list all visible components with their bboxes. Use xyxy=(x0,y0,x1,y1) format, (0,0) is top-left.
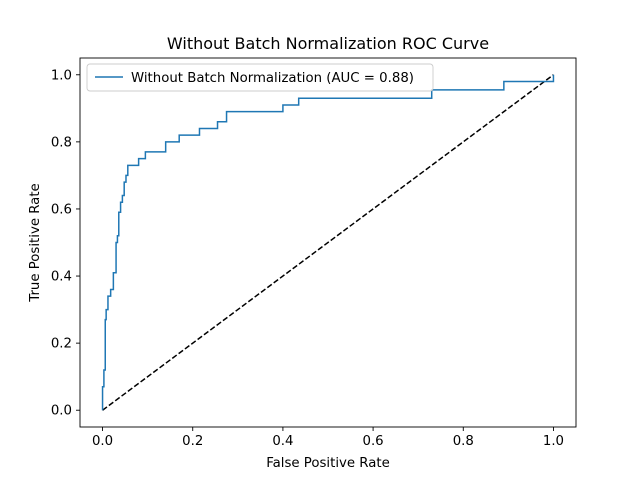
y-axis-label: True Positive Rate xyxy=(28,183,43,302)
x-tick-label: 0.8 xyxy=(453,434,474,449)
legend: Without Batch Normalization (AUC = 0.88) xyxy=(86,63,434,92)
x-tick-label: 0.0 xyxy=(92,434,113,449)
series-layer xyxy=(101,74,555,411)
legend-box xyxy=(86,63,434,92)
chart-title: Without Batch Normalization ROC Curve xyxy=(167,34,489,53)
x-axis-ticks: 0.0 0.2 0.4 0.6 0.8 1.0 xyxy=(92,427,564,449)
x-tick-label: 0.2 xyxy=(182,434,203,449)
y-tick-label: 0.0 xyxy=(51,404,72,419)
y-tick-label: 0.2 xyxy=(51,337,72,352)
legend-label: Without Batch Normalization (AUC = 0.88) xyxy=(131,71,414,86)
y-tick-label: 0.8 xyxy=(51,135,72,150)
x-tick-label: 1.0 xyxy=(543,434,564,449)
y-axis-ticks: 0.0 0.2 0.4 0.6 0.8 1.0 xyxy=(51,68,80,419)
roc-curve-line xyxy=(101,74,555,411)
y-tick-label: 0.6 xyxy=(51,202,72,217)
y-tick-label: 0.4 xyxy=(51,270,72,285)
x-axis-label: False Positive Rate xyxy=(266,456,390,471)
plot-frame xyxy=(79,57,577,428)
chance-diagonal-line xyxy=(102,74,554,411)
x-tick-label: 0.4 xyxy=(272,434,293,449)
y-tick-label: 1.0 xyxy=(51,68,72,83)
x-tick-label: 0.6 xyxy=(363,434,384,449)
